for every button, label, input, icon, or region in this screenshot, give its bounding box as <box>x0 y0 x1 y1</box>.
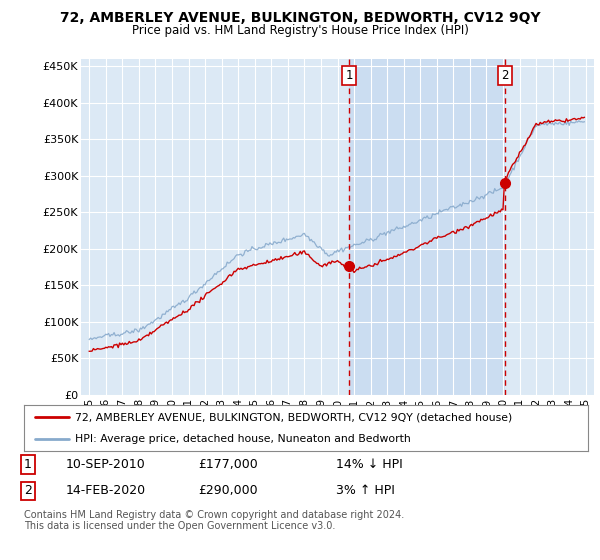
Text: £290,000: £290,000 <box>198 484 257 497</box>
Text: 3% ↑ HPI: 3% ↑ HPI <box>336 484 395 497</box>
Text: 10-SEP-2010: 10-SEP-2010 <box>66 458 146 471</box>
Text: 72, AMBERLEY AVENUE, BULKINGTON, BEDWORTH, CV12 9QY: 72, AMBERLEY AVENUE, BULKINGTON, BEDWORT… <box>59 11 541 25</box>
Text: 14-FEB-2020: 14-FEB-2020 <box>66 484 146 497</box>
Bar <box>349 59 505 395</box>
Text: 2: 2 <box>24 484 32 497</box>
Text: 1: 1 <box>24 458 32 471</box>
Text: Price paid vs. HM Land Registry's House Price Index (HPI): Price paid vs. HM Land Registry's House … <box>131 24 469 37</box>
Text: 14% ↓ HPI: 14% ↓ HPI <box>336 458 403 471</box>
Text: Contains HM Land Registry data © Crown copyright and database right 2024.
This d: Contains HM Land Registry data © Crown c… <box>24 510 404 531</box>
Text: 1: 1 <box>346 69 353 82</box>
Text: £177,000: £177,000 <box>198 458 258 471</box>
Text: HPI: Average price, detached house, Nuneaton and Bedworth: HPI: Average price, detached house, Nune… <box>75 435 410 444</box>
Text: 2: 2 <box>501 69 509 82</box>
Text: 72, AMBERLEY AVENUE, BULKINGTON, BEDWORTH, CV12 9QY (detached house): 72, AMBERLEY AVENUE, BULKINGTON, BEDWORT… <box>75 412 512 422</box>
